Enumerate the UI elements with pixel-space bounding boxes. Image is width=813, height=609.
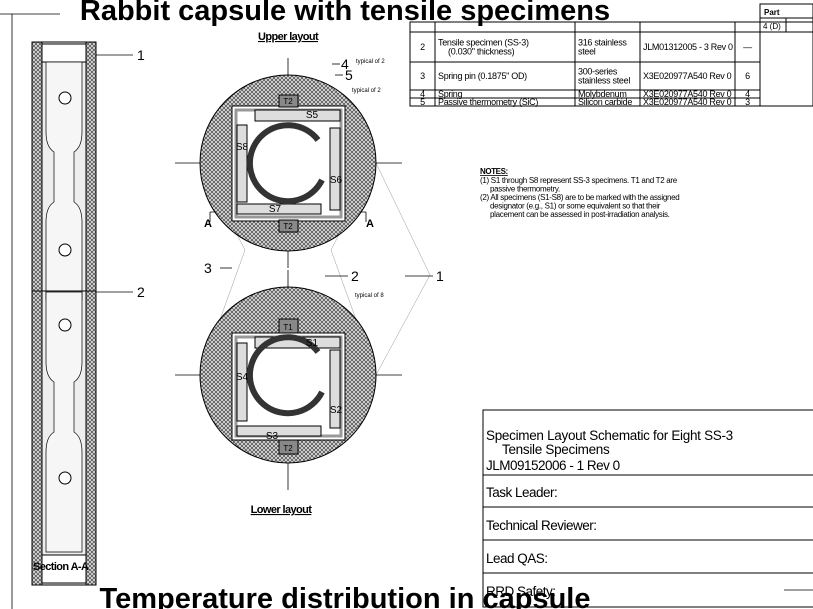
table-header: 4 (D) <box>763 22 781 31</box>
table-cell: Spring pin (0.1875" OD) <box>438 71 527 81</box>
callout: 4 <box>341 56 349 72</box>
title-block-field: Task Leader: <box>486 485 557 500</box>
callout: 1 <box>436 268 444 284</box>
note: (2) All specimens (S1-S8) are to be mark… <box>480 193 679 219</box>
table-cell: X3E020977A540 Rev 0 <box>643 71 732 81</box>
thermometry-label: T2 <box>283 97 293 106</box>
thermometry-label: T2 <box>283 222 293 231</box>
table-cell: X3E020977A540 Rev 0 <box>643 89 732 99</box>
callout: 2 <box>351 268 359 284</box>
callout: 1 <box>137 47 145 63</box>
section-view <box>31 41 133 586</box>
callout: 5 <box>345 67 353 83</box>
callout-note: typical of 8 <box>355 293 384 299</box>
notes-heading: NOTES: <box>480 167 508 176</box>
upper-capsule <box>199 74 377 252</box>
title-block-field: RRD Safety: <box>486 584 556 599</box>
table-cell: Spring <box>438 89 463 99</box>
table-cell: 300-series stainless steel <box>578 67 630 86</box>
table-cell: 3 <box>420 71 425 81</box>
specimen-label: S4 <box>236 372 249 383</box>
view-label: Upper layout <box>258 31 319 43</box>
table-cell: Molybdenum <box>578 89 627 99</box>
specimen-label: S2 <box>330 405 343 416</box>
slide-title: Rabbit capsule with tensile specimens <box>80 0 610 27</box>
view-label: Lower layout <box>251 504 313 516</box>
table-cell: Tensile specimen (SS-3) (0.030" thickness… <box>438 38 529 57</box>
drawing-number: JLM09152006 - 1 Rev 0 <box>486 458 620 473</box>
specimen-label: S6 <box>330 175 343 186</box>
table-cell: 2 <box>420 42 425 52</box>
table-cell: JLM01312005 - 3 Rev 0 <box>643 42 733 52</box>
table-cell: Silicon carbide <box>578 97 632 107</box>
table-cell: 6 <box>745 71 750 81</box>
table-cell: 4 <box>745 89 750 99</box>
specimen-label: S1 <box>306 338 319 349</box>
table-cell: X3E020977A540 Rev 0 <box>643 97 732 107</box>
table-cell: 5 <box>420 97 425 107</box>
table-cell: — <box>743 42 752 52</box>
table-header: Part <box>764 8 780 17</box>
table-cell: 316 stainless steel <box>578 38 627 57</box>
callout-note: typical of 2 <box>352 88 381 94</box>
section-mark: A <box>204 218 212 230</box>
title-block-field: Technical Reviewer: <box>486 518 597 533</box>
table-cell: 3 <box>745 97 750 107</box>
specimen-label: S7 <box>269 204 282 215</box>
view-label: Section A-A <box>33 561 89 573</box>
specimen-label: S3 <box>266 431 279 442</box>
table-cell: 4 <box>420 89 425 99</box>
title-block <box>482 409 813 608</box>
thermometry-label: T1 <box>283 323 293 332</box>
footer-title: Temperature distribution in capsule <box>100 583 591 609</box>
section-mark: A <box>366 218 374 230</box>
thermometry-label: T2 <box>283 444 293 453</box>
lower-capsule <box>199 286 377 464</box>
callout-note: typical of 2 <box>356 59 385 65</box>
table-cell: Passive thermometry (SiC) <box>438 97 538 107</box>
title-block-field: Lead QAS: <box>486 551 548 566</box>
specimen-label: S8 <box>236 142 249 153</box>
drawing-title: Specimen Layout Schematic for Eight SS-3… <box>486 428 733 457</box>
callout: 2 <box>137 284 145 300</box>
note: (1) S1 through S8 represent SS-3 specime… <box>480 176 678 194</box>
parts-table <box>409 3 813 107</box>
callout: 3 <box>204 260 212 276</box>
specimen-label: S5 <box>306 110 319 121</box>
